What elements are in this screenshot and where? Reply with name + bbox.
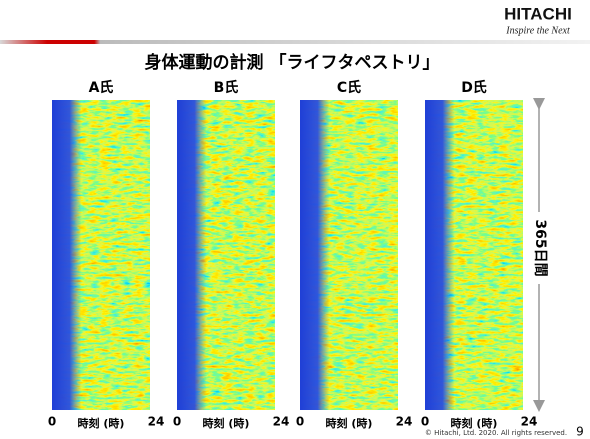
- x-start: 0: [48, 415, 56, 429]
- slide-title: 身体運動の計測 「ライフタペストリ」: [145, 52, 440, 73]
- panel-label: D氏: [461, 80, 487, 96]
- copyright: © Hitachi, Ltd. 2020. All rights reserve…: [425, 429, 567, 437]
- x-axis-label: 時刻 (時): [203, 416, 250, 430]
- x-axis-label: 時刻 (時): [78, 416, 125, 430]
- x-end: 24: [521, 415, 538, 429]
- heatmap-night: [177, 100, 275, 410]
- panels: A氏 0 時刻 (時) 24 B氏 0 時刻 (時) 24 C氏 0 時刻 (時) 24 D氏 0 時刻 (…: [48, 80, 538, 430]
- header-rule: [0, 40, 590, 44]
- x-end: 24: [273, 415, 290, 429]
- x-end: 24: [148, 415, 165, 429]
- panel-label: A氏: [89, 80, 114, 96]
- heatmap-night: [425, 100, 523, 410]
- period-label: 365日間: [532, 219, 548, 276]
- panel-label: B氏: [214, 80, 239, 96]
- logo: HITACHI: [504, 4, 572, 23]
- panel-label: C氏: [337, 80, 361, 96]
- x-start: 0: [296, 415, 304, 429]
- x-start: 0: [421, 415, 429, 429]
- x-axis-label: 時刻 (時): [451, 416, 498, 430]
- x-axis-label: 時刻 (時): [326, 416, 373, 430]
- tagline: Inspire the Next: [505, 25, 570, 36]
- label-bg: [530, 212, 550, 284]
- page-number: 9: [576, 425, 584, 439]
- x-end: 24: [396, 415, 413, 429]
- heatmap-night: [300, 100, 398, 410]
- heatmap-night: [52, 100, 150, 410]
- x-start: 0: [173, 415, 181, 429]
